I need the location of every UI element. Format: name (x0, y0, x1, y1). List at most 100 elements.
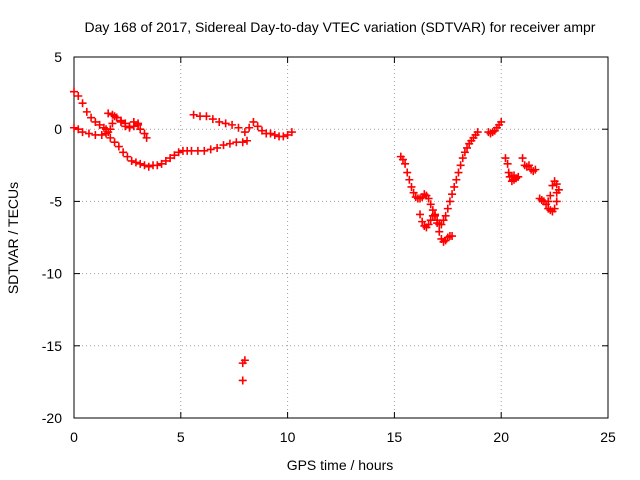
series-seg-f (396, 128, 482, 229)
data-point (456, 161, 465, 170)
data-point (443, 204, 452, 213)
data-point (401, 159, 410, 168)
data-point (424, 220, 433, 229)
y-tick-label: 0 (54, 121, 62, 137)
data-point (225, 139, 234, 148)
y-tick-label: -10 (42, 266, 62, 282)
data-point (215, 117, 224, 126)
data-point (546, 191, 555, 200)
data-point (121, 119, 130, 128)
data-point (426, 216, 435, 225)
x-tick-label: 5 (177, 429, 185, 445)
data-point (157, 159, 166, 168)
data-point (403, 168, 412, 177)
data-point (287, 128, 296, 137)
data-point (140, 161, 149, 170)
data-point (131, 158, 140, 167)
data-point (518, 154, 527, 163)
data-point (102, 129, 111, 138)
data-point (240, 356, 249, 365)
data-point (283, 130, 292, 139)
data-point (208, 115, 217, 124)
data-point (433, 219, 442, 228)
data-point (97, 130, 106, 139)
series-seg-h (484, 117, 506, 138)
data-point (70, 87, 78, 96)
data-point (257, 126, 266, 135)
data-point (136, 159, 145, 168)
data-point (221, 119, 230, 128)
data-point (497, 117, 506, 126)
data-point (458, 154, 467, 163)
data-point (91, 117, 100, 126)
data-point (106, 125, 115, 134)
data-point (463, 143, 472, 152)
series-seg-j (518, 154, 540, 176)
data-point (228, 120, 237, 129)
data-point (219, 141, 228, 150)
data-point (142, 133, 151, 142)
data-point (243, 136, 252, 145)
data-point (125, 122, 134, 131)
data-point (206, 145, 215, 154)
data-point (448, 190, 457, 199)
y-tick-label: 5 (54, 49, 62, 65)
data-point (445, 197, 454, 206)
x-axis-label: GPS time / hours (287, 457, 394, 473)
series-seg-i (501, 154, 523, 186)
data-point (119, 148, 128, 157)
data-point (544, 197, 553, 206)
data-point (253, 122, 262, 131)
series-seg-c (104, 109, 143, 131)
data-point (424, 194, 433, 203)
data-point (437, 220, 446, 229)
data-point (74, 125, 83, 134)
data-point (510, 171, 519, 180)
data-point (405, 175, 414, 184)
data-point (266, 129, 275, 138)
data-point (95, 120, 104, 129)
data-point (202, 112, 211, 121)
grid-layer (74, 57, 608, 418)
data-point (70, 123, 78, 132)
data-point (454, 168, 463, 177)
data-point (213, 143, 222, 152)
data-point (503, 159, 512, 168)
series-seg-d (189, 110, 296, 141)
series-seg-e (238, 356, 249, 385)
data-point (504, 168, 513, 177)
x-tick-label: 25 (600, 429, 616, 445)
data-point (430, 210, 439, 219)
data-point (249, 117, 258, 126)
data-point (439, 216, 448, 225)
data-point (416, 210, 425, 219)
data-point (174, 148, 183, 157)
data-point (140, 129, 149, 138)
data-point (106, 133, 115, 142)
data-point (114, 142, 123, 151)
data-point (554, 185, 563, 194)
x-tick-label: 15 (387, 429, 403, 445)
data-point (501, 154, 510, 163)
y-tick-label: -20 (42, 410, 62, 426)
y-axis-label: SDTVAR / TECUs (5, 182, 21, 294)
data-point (153, 161, 162, 170)
data-point (550, 204, 559, 213)
data-point (116, 116, 125, 125)
data-point (548, 181, 557, 190)
data-point (550, 177, 559, 186)
data-point (240, 128, 249, 137)
data-point (450, 182, 459, 191)
data-point (112, 113, 121, 122)
data-point (270, 130, 279, 139)
data-point (426, 200, 435, 209)
series-seg-g (416, 210, 457, 246)
data-point (110, 138, 119, 147)
data-point (170, 151, 179, 160)
data-point (82, 107, 91, 116)
data-point (531, 165, 540, 174)
data-point (134, 119, 143, 128)
data-point (144, 162, 153, 171)
data-point (108, 119, 117, 128)
y-tick-label: -5 (50, 193, 63, 209)
